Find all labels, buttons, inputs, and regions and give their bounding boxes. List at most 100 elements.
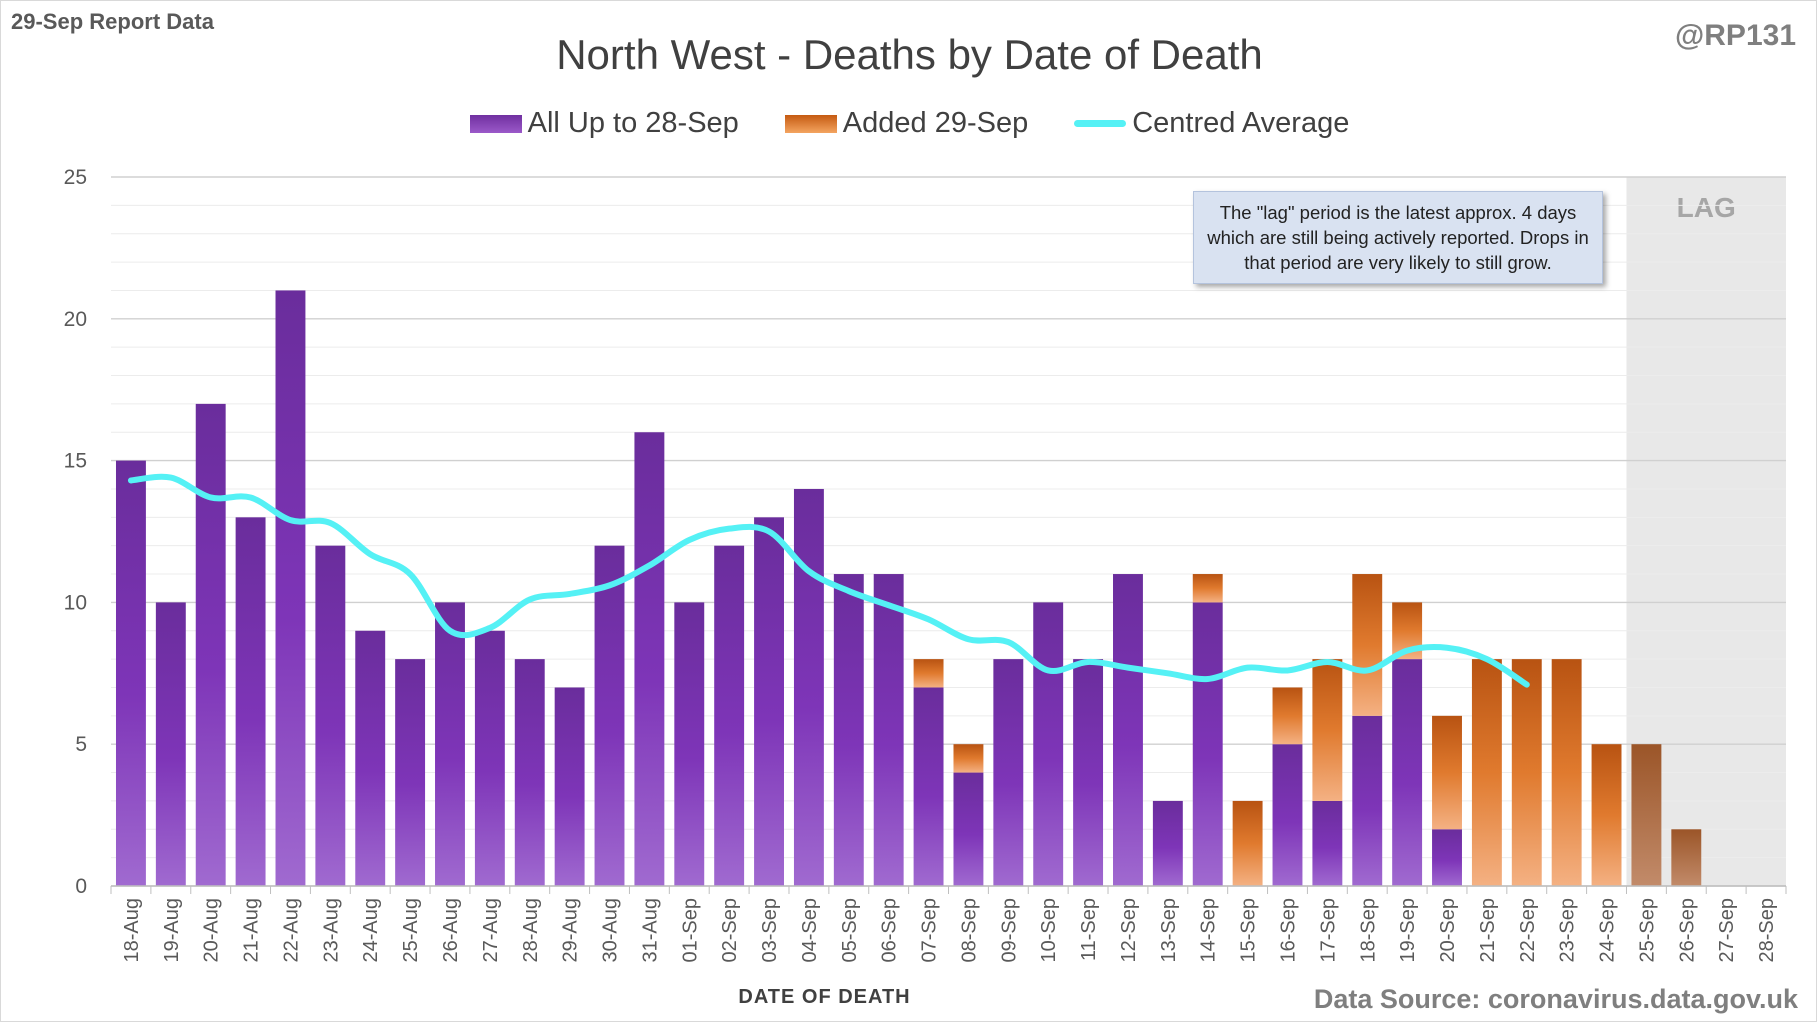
bar-all-up-to-28-sep [1432,829,1462,886]
x-tick-label: 23-Sep [1557,898,1579,963]
x-tick-label: 30-Aug [600,898,622,963]
legend-swatch-orange [784,114,837,133]
bar-all-up-to-28-sep [1392,659,1423,886]
chart-title: North West - Deaths by Date of Death [556,31,1263,78]
x-tick-label: 13-Sep [1158,898,1180,963]
x-tick-label: 20-Sep [1437,898,1459,963]
legend-label-added: Added 29-Sep [842,107,1029,139]
bar-added-29-sep [1631,744,1662,886]
chart-legend: All Up to 28-Sep Added 29-Sep Centred Av… [1,107,1817,140]
x-tick-label: 27-Aug [480,898,502,963]
x-tick-label: 12-Sep [1118,898,1140,963]
x-tick-label: 31-Aug [639,898,661,963]
lag-annotation-box: The "lag" period is the latest approx. 4… [1193,191,1603,284]
x-tick-label: 24-Aug [360,898,382,963]
bar-all-up-to-28-sep [873,574,904,886]
bar-all-up-to-28-sep [275,290,306,886]
bar-all-up-to-28-sep [793,488,824,886]
bar-added-29-sep [1471,659,1502,886]
bar-added-29-sep [1352,574,1383,716]
x-tick-label: 11-Sep [1078,898,1100,961]
bar-all-up-to-28-sep [1152,800,1183,886]
bar-added-29-sep [1551,659,1582,886]
bar-all-up-to-28-sep [195,403,226,886]
y-tick-label: 15 [64,450,87,473]
bar-all-up-to-28-sep [594,545,625,886]
bar-all-up-to-28-sep [1033,602,1064,886]
y-tick-label: 20 [64,308,87,331]
bar-all-up-to-28-sep [1352,715,1383,886]
x-tick-label: 16-Sep [1277,898,1299,963]
x-tick-label: 19-Sep [1397,898,1419,963]
x-tick-label: 17-Sep [1317,898,1339,963]
legend-label-average: Centred Average [1132,107,1350,139]
x-tick-label: 26-Sep [1676,898,1698,963]
x-tick-label: 10-Sep [1038,898,1060,963]
y-tick-label: 0 [75,875,87,898]
x-tick-label: 25-Aug [400,898,422,963]
x-tick-label: 20-Aug [201,898,223,963]
x-tick-label: 27-Sep [1716,898,1738,963]
x-tick-label: 06-Sep [879,898,901,963]
bar-all-up-to-28-sep [435,602,465,886]
centred-average-line [127,473,1530,688]
bar-all-up-to-28-sep [953,772,984,886]
x-tick-label: 04-Sep [799,898,821,963]
author-handle: @RP131 [1675,19,1796,52]
bar-all-up-to-28-sep [1113,574,1143,886]
legend-item-all: All Up to 28-Sep [469,107,739,140]
bar-all-up-to-28-sep [155,602,186,886]
x-axis-title-text: DATE OF DEATH [738,986,911,1008]
lag-label: LAG [1677,192,1736,223]
bar-all-up-to-28-sep [1272,744,1303,886]
x-tick-label: 15-Sep [1238,898,1260,963]
bar-all-up-to-28-sep [514,659,545,886]
x-tick-label: 01-Sep [679,898,701,963]
y-tick-label: 25 [64,166,87,189]
bar-added-29-sep [913,659,944,688]
x-tick-label: 05-Sep [839,898,861,963]
x-tick-label: 25-Sep [1636,898,1658,963]
bar-all-up-to-28-sep [754,517,784,886]
x-tick-label: 03-Sep [759,898,781,963]
legend-swatch-cyan-line [1074,120,1127,127]
x-tick-label: 28-Sep [1756,898,1778,963]
bar-all-up-to-28-sep [1312,800,1343,886]
bar-added-29-sep [1511,659,1542,886]
x-tick-label: 19-Aug [161,898,183,963]
x-tick-label: 21-Sep [1477,898,1499,963]
x-tick-label: 22-Aug [280,898,302,963]
x-tick-label: 24-Sep [1597,898,1619,963]
bar-all-up-to-28-sep [355,630,386,886]
legend-item-average: Centred Average [1074,107,1349,140]
x-tick-label: 21-Aug [241,898,263,963]
bar-all-up-to-28-sep [993,659,1024,886]
bar-added-29-sep [1591,744,1622,886]
bar-all-up-to-28-sep [1073,659,1104,886]
data-source: Data Source: coronavirus.data.gov.uk [1313,984,1798,1014]
bar-all-up-to-28-sep [634,432,665,886]
bar-all-up-to-28-sep [315,545,346,886]
x-tick-label: 22-Sep [1517,898,1539,963]
bar-added-29-sep [953,744,984,773]
bar-added-29-sep [1192,574,1223,603]
x-tick-label: 14-Sep [1198,898,1220,963]
legend-swatch-purple [469,114,522,133]
legend-label-all: All Up to 28-Sep [527,107,739,139]
bar-all-up-to-28-sep [395,659,426,886]
x-tick-label: 09-Sep [998,898,1020,963]
bar-added-29-sep [1432,715,1462,830]
x-tick-label: 02-Sep [719,898,741,963]
x-tick-label: 08-Sep [958,898,980,963]
bar-added-29-sep [1312,659,1343,801]
report-date-label: 29-Sep Report Data [11,9,214,34]
bar-all-up-to-28-sep [554,687,585,886]
x-tick-label: 29-Aug [560,898,582,963]
x-tick-label: 23-Aug [320,898,342,963]
bar-all-up-to-28-sep [714,545,745,886]
x-tick-label: 18-Sep [1357,898,1379,963]
bar-added-29-sep [1671,829,1702,886]
bar-all-up-to-28-sep [1192,602,1223,886]
